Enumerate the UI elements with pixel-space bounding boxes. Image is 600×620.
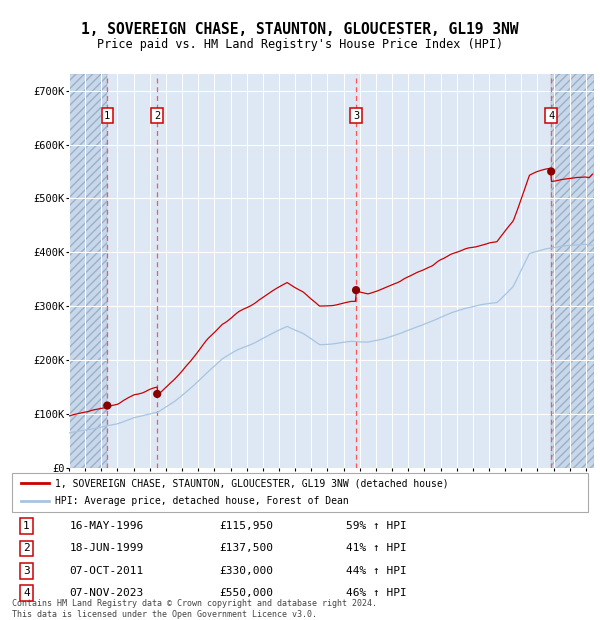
FancyBboxPatch shape	[12, 473, 588, 511]
Text: Contains HM Land Registry data © Crown copyright and database right 2024.
This d: Contains HM Land Registry data © Crown c…	[12, 600, 377, 619]
Text: HPI: Average price, detached house, Forest of Dean: HPI: Average price, detached house, Fore…	[55, 496, 349, 506]
Text: 2: 2	[23, 543, 30, 553]
Text: 1: 1	[23, 521, 30, 531]
Text: 3: 3	[23, 566, 30, 576]
Text: Price paid vs. HM Land Registry's House Price Index (HPI): Price paid vs. HM Land Registry's House …	[97, 38, 503, 51]
Text: 07-NOV-2023: 07-NOV-2023	[70, 588, 144, 598]
Text: 4: 4	[548, 111, 554, 121]
Point	[103, 401, 112, 410]
Bar	[69, 74, 107, 468]
Text: 46% ↑ HPI: 46% ↑ HPI	[346, 588, 407, 598]
Text: 1: 1	[104, 111, 110, 121]
Bar	[551, 74, 594, 468]
Text: 18-JUN-1999: 18-JUN-1999	[70, 543, 144, 553]
Text: 16-MAY-1996: 16-MAY-1996	[70, 521, 144, 531]
Text: 3: 3	[353, 111, 359, 121]
Point	[152, 389, 162, 399]
Text: 4: 4	[23, 588, 30, 598]
Text: 2: 2	[154, 111, 160, 121]
Text: 41% ↑ HPI: 41% ↑ HPI	[346, 543, 407, 553]
Text: £115,950: £115,950	[220, 521, 274, 531]
Text: 1, SOVEREIGN CHASE, STAUNTON, GLOUCESTER, GL19 3NW: 1, SOVEREIGN CHASE, STAUNTON, GLOUCESTER…	[81, 22, 519, 37]
Text: 44% ↑ HPI: 44% ↑ HPI	[346, 566, 407, 576]
Text: 1, SOVEREIGN CHASE, STAUNTON, GLOUCESTER, GL19 3NW (detached house): 1, SOVEREIGN CHASE, STAUNTON, GLOUCESTER…	[55, 479, 449, 489]
Text: £550,000: £550,000	[220, 588, 274, 598]
Text: £330,000: £330,000	[220, 566, 274, 576]
Text: 59% ↑ HPI: 59% ↑ HPI	[346, 521, 407, 531]
Point	[351, 285, 361, 295]
Point	[547, 167, 556, 177]
Text: 07-OCT-2011: 07-OCT-2011	[70, 566, 144, 576]
Text: £137,500: £137,500	[220, 543, 274, 553]
